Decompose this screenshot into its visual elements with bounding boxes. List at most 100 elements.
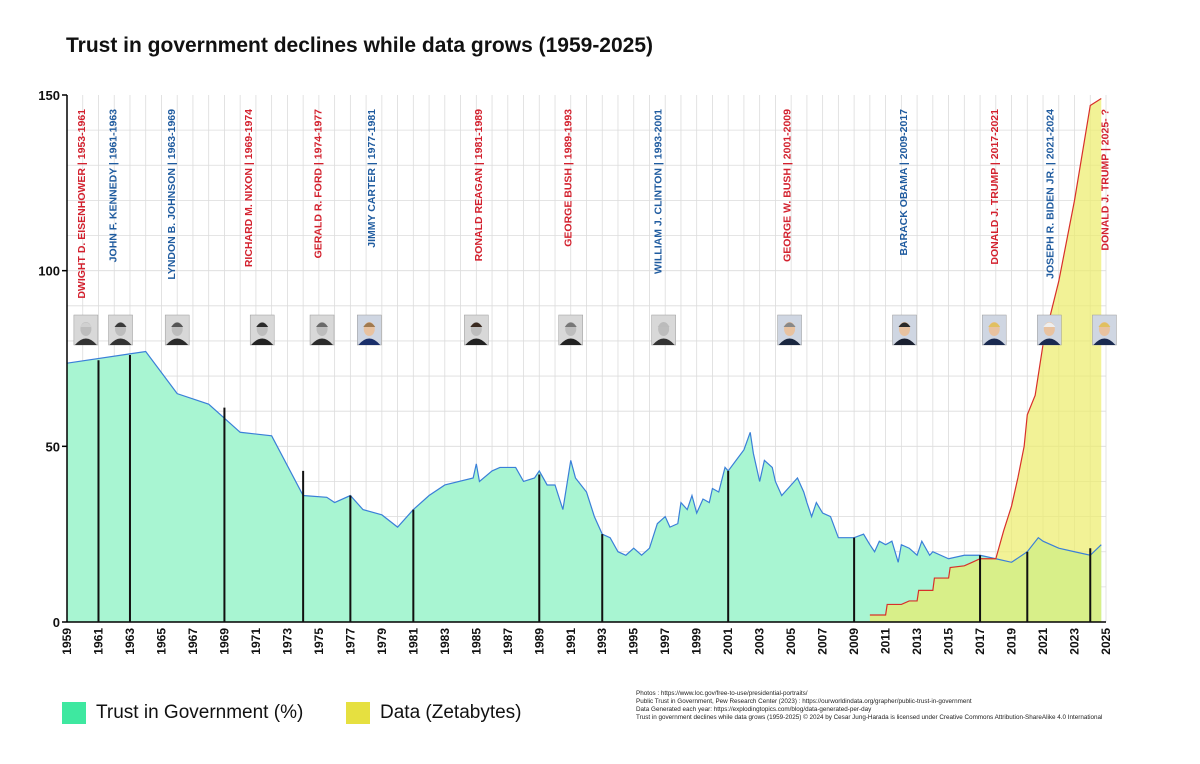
trust-area	[67, 351, 1102, 622]
portrait-hair	[783, 322, 796, 327]
x-tick-label: 1965	[154, 628, 168, 655]
portrait-suit	[1093, 338, 1116, 345]
portrait-carter-icon	[357, 314, 382, 346]
portrait-trump-1-icon	[981, 314, 1007, 346]
portrait-suit	[983, 338, 1006, 345]
x-tick-label: 1975	[312, 628, 326, 655]
x-tick-label: 1989	[532, 628, 546, 655]
x-tick-label: 1995	[627, 628, 641, 655]
legend-item-data: Data (Zetabytes)	[346, 700, 522, 726]
portrait-suit	[893, 338, 916, 345]
x-tick-label: 2015	[942, 628, 956, 655]
x-tick-label: 2025	[1099, 628, 1113, 655]
portrait-hair	[79, 322, 92, 327]
data-line	[869, 98, 1102, 616]
x-tick-label: 1963	[123, 628, 137, 655]
portrait-reagan-icon	[464, 314, 489, 346]
credit-trust-source: Public Trust in Government, Pew Research…	[636, 698, 972, 706]
portrait-hair	[363, 322, 376, 327]
president-label: GERALD R. FORD | 1974-1977	[312, 109, 324, 259]
x-tick-label: 1959	[60, 628, 74, 655]
portrait-suit	[358, 338, 381, 345]
x-tick-label: 2019	[1005, 628, 1019, 655]
portrait-suit	[465, 338, 488, 345]
portrait-hair	[1043, 322, 1056, 327]
portrait-hair	[988, 322, 1001, 327]
x-tick-label: 2007	[816, 628, 830, 655]
portrait-eisenhower-icon	[73, 314, 99, 346]
data-area	[869, 98, 1102, 623]
x-tick-label: 1977	[343, 628, 357, 655]
president-label: DONALD J. TRUMP | 2017-2021	[989, 109, 1001, 265]
x-tick-label: 1987	[501, 628, 515, 655]
portrait-hair	[1098, 322, 1111, 327]
portrait-kennedy-icon	[108, 314, 133, 346]
x-tick-label: 2021	[1036, 628, 1050, 655]
x-tick-label: 2005	[784, 628, 798, 655]
portrait-suit	[778, 338, 801, 345]
portrait-hair	[256, 322, 269, 327]
president-label: DONALD J. TRUMP | 2025- ?	[1099, 109, 1111, 251]
legend-swatch-data	[346, 702, 370, 724]
y-tick-label: 50	[46, 439, 60, 454]
x-tick-label: 1971	[249, 628, 263, 655]
trust-line	[66, 350, 1102, 563]
president-label: DWIGHT D. EISENHOWER | 1953-1961	[76, 109, 88, 299]
x-tick-label: 2011	[879, 628, 893, 654]
president-label: RONALD REAGAN | 1981-1989	[473, 109, 485, 261]
x-tick-label: 2009	[847, 628, 861, 655]
portrait-suit	[1038, 338, 1061, 345]
president-label: RICHARD M. NIXON | 1969-1974	[243, 109, 255, 267]
legend-label-data: Data (Zetabytes)	[380, 702, 522, 723]
x-tick-label: 1997	[658, 628, 672, 655]
credit-photos: Photos : https://www.loc.gov/free-to-use…	[636, 690, 808, 697]
y-tick-label: 100	[38, 264, 60, 279]
portrait-nixon-icon	[249, 314, 275, 346]
y-tick-label: 150	[38, 88, 60, 103]
x-tick-label: 2023	[1068, 628, 1082, 655]
x-tick-label: 1969	[217, 628, 231, 655]
y-tick-label: 0	[53, 615, 60, 630]
portrait-hair	[171, 322, 184, 327]
x-tick-label: 1991	[564, 628, 578, 655]
portrait-hair	[564, 322, 577, 327]
president-label: BARACK OBAMA | 2009-2017	[898, 109, 910, 256]
portrait-hair	[898, 322, 911, 327]
portrait-suit	[311, 338, 334, 345]
credits: Photos : https://www.loc.gov/free-to-use…	[636, 690, 1102, 722]
portrait-gwbush-icon	[777, 314, 802, 346]
x-tick-label: 2017	[973, 628, 987, 655]
portrait-biden-icon	[1037, 314, 1062, 346]
x-tick-label: 2013	[910, 628, 924, 655]
president-label: JOSEPH R. BIDEN JR. | 2021-2024	[1044, 109, 1056, 279]
x-tick-label: 1993	[595, 628, 609, 655]
portrait-clinton-icon	[651, 314, 676, 346]
portrait-hair	[657, 322, 670, 327]
portrait-suit	[166, 338, 189, 345]
president-label: GEORGE W. BUSH | 2001-2009	[781, 109, 793, 262]
portrait-johnson-icon	[164, 314, 190, 346]
chart-title: Trust in government declines while data …	[66, 34, 654, 57]
portrait-bush-icon	[558, 314, 584, 346]
portrait-suit	[251, 338, 274, 345]
portrait-suit	[74, 338, 97, 345]
credit-data-source: Data Generated each year: https://explod…	[636, 706, 872, 714]
credit-license: Trust in government declines while data …	[636, 714, 1103, 722]
x-tick-label: 1961	[91, 628, 105, 655]
x-tick-label: 1999	[690, 628, 704, 655]
president-label: WILLIAM J. CLINTON | 1993-2001	[652, 109, 664, 274]
president-label: GEORGE BUSH | 1989-1993	[563, 109, 575, 247]
x-tick-label: 1985	[469, 628, 483, 655]
x-tick-label: 2003	[753, 628, 767, 655]
x-tick-label: 1981	[406, 628, 420, 655]
portrait-hair	[114, 322, 127, 327]
portrait-suit	[652, 338, 675, 345]
x-tick-label: 2001	[721, 628, 735, 655]
portrait-suit	[559, 338, 582, 345]
legend-swatch-trust	[62, 702, 86, 724]
president-label: LYNDON B. JOHNSON | 1963-1969	[166, 109, 178, 280]
legend-item-trust: Trust in Government (%)	[62, 700, 303, 726]
portrait-hair	[316, 322, 329, 327]
x-tick-label: 1979	[375, 628, 389, 655]
